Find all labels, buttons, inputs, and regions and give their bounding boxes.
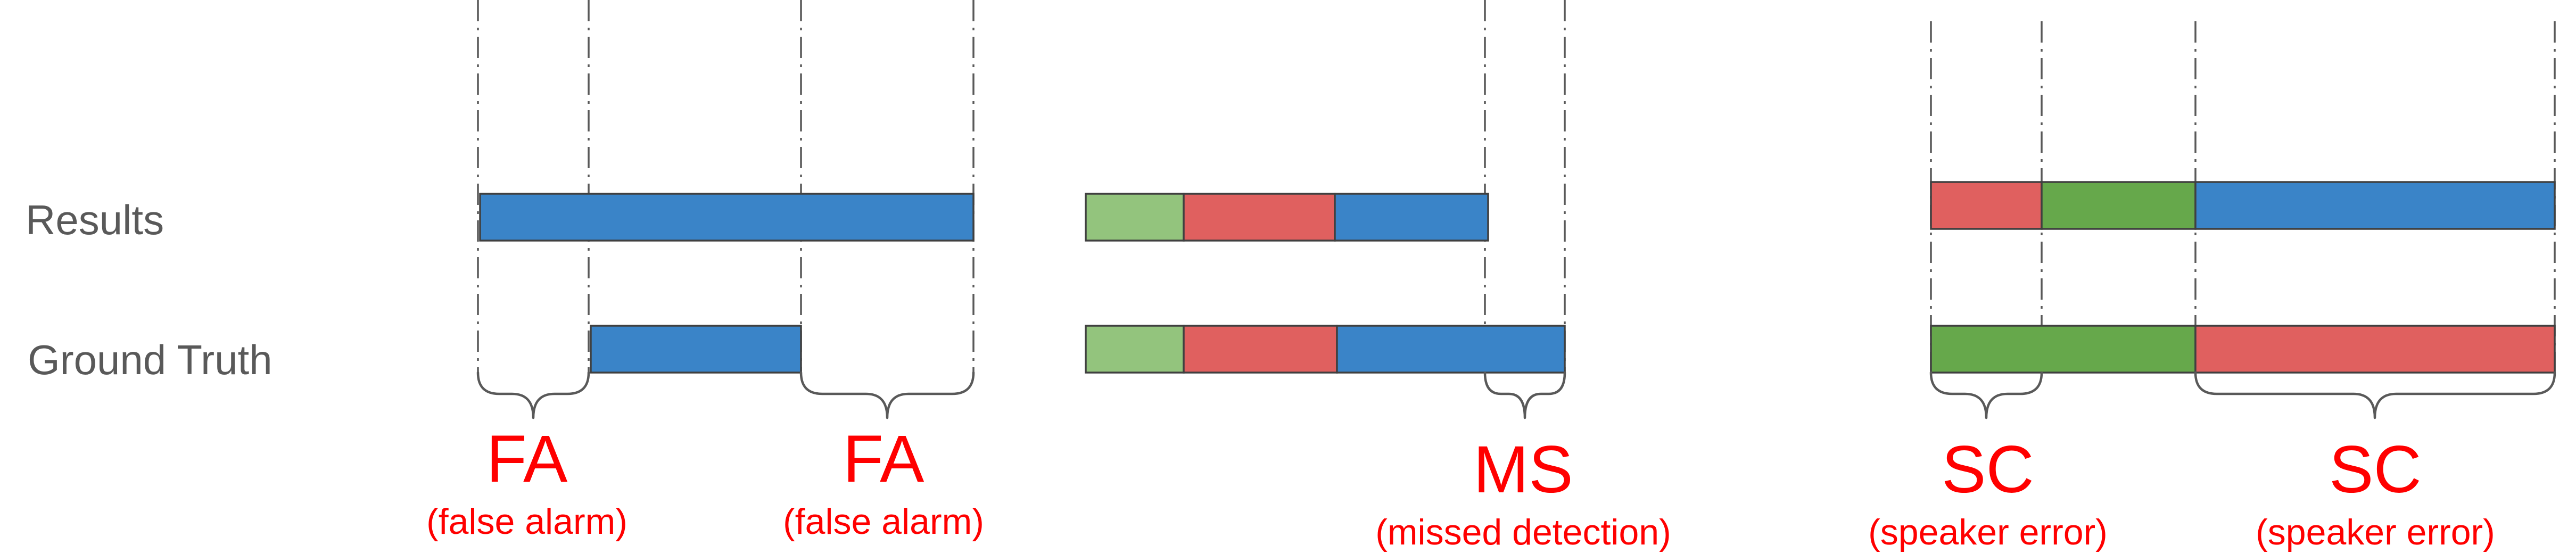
error-description: (speaker error) bbox=[1868, 512, 2108, 552]
error-description: (false alarm) bbox=[426, 501, 628, 542]
error-brace bbox=[476, 371, 590, 419]
error-brace bbox=[2194, 371, 2556, 419]
ground-truth-segment-light-green bbox=[1085, 325, 1185, 374]
error-code-sc: SC bbox=[1942, 433, 2034, 507]
ground-truth-segment-red bbox=[1183, 325, 1338, 374]
ground-truth-segment-red bbox=[2194, 325, 2556, 374]
results-segment-red bbox=[1930, 181, 2043, 230]
error-description: (false alarm) bbox=[783, 501, 984, 542]
error-brace bbox=[1483, 371, 1566, 419]
ground-truth-segment-dark-green bbox=[1930, 325, 2197, 374]
error-code-fa: FA bbox=[486, 422, 568, 496]
error-code-sc: SC bbox=[2329, 433, 2422, 507]
results-segment-light-green bbox=[1085, 193, 1185, 242]
ground-truth-segment-blue bbox=[590, 325, 802, 374]
error-brace bbox=[1929, 371, 2043, 419]
error-code-fa: FA bbox=[843, 422, 924, 496]
results-segment-blue bbox=[2194, 181, 2556, 230]
results-segments bbox=[479, 181, 2556, 242]
ground-truth-row-label: Ground Truth bbox=[28, 336, 273, 383]
ground-truth-segments bbox=[590, 325, 2556, 374]
results-segment-dark-green bbox=[2041, 181, 2197, 230]
results-segment-blue bbox=[479, 193, 975, 242]
error-description: (missed detection) bbox=[1375, 512, 1671, 552]
results-row-label: Results bbox=[26, 196, 164, 243]
error-braces bbox=[476, 371, 2556, 419]
ground-truth-segment-blue bbox=[1336, 325, 1566, 374]
error-annotations: FA (false alarm) FA (false alarm) MS (mi… bbox=[426, 422, 2495, 552]
error-description: (speaker error) bbox=[2256, 512, 2495, 552]
results-segment-blue bbox=[1334, 193, 1489, 242]
error-brace bbox=[799, 371, 975, 419]
results-segment-red bbox=[1183, 193, 1336, 242]
error-code-ms: MS bbox=[1473, 433, 1573, 507]
